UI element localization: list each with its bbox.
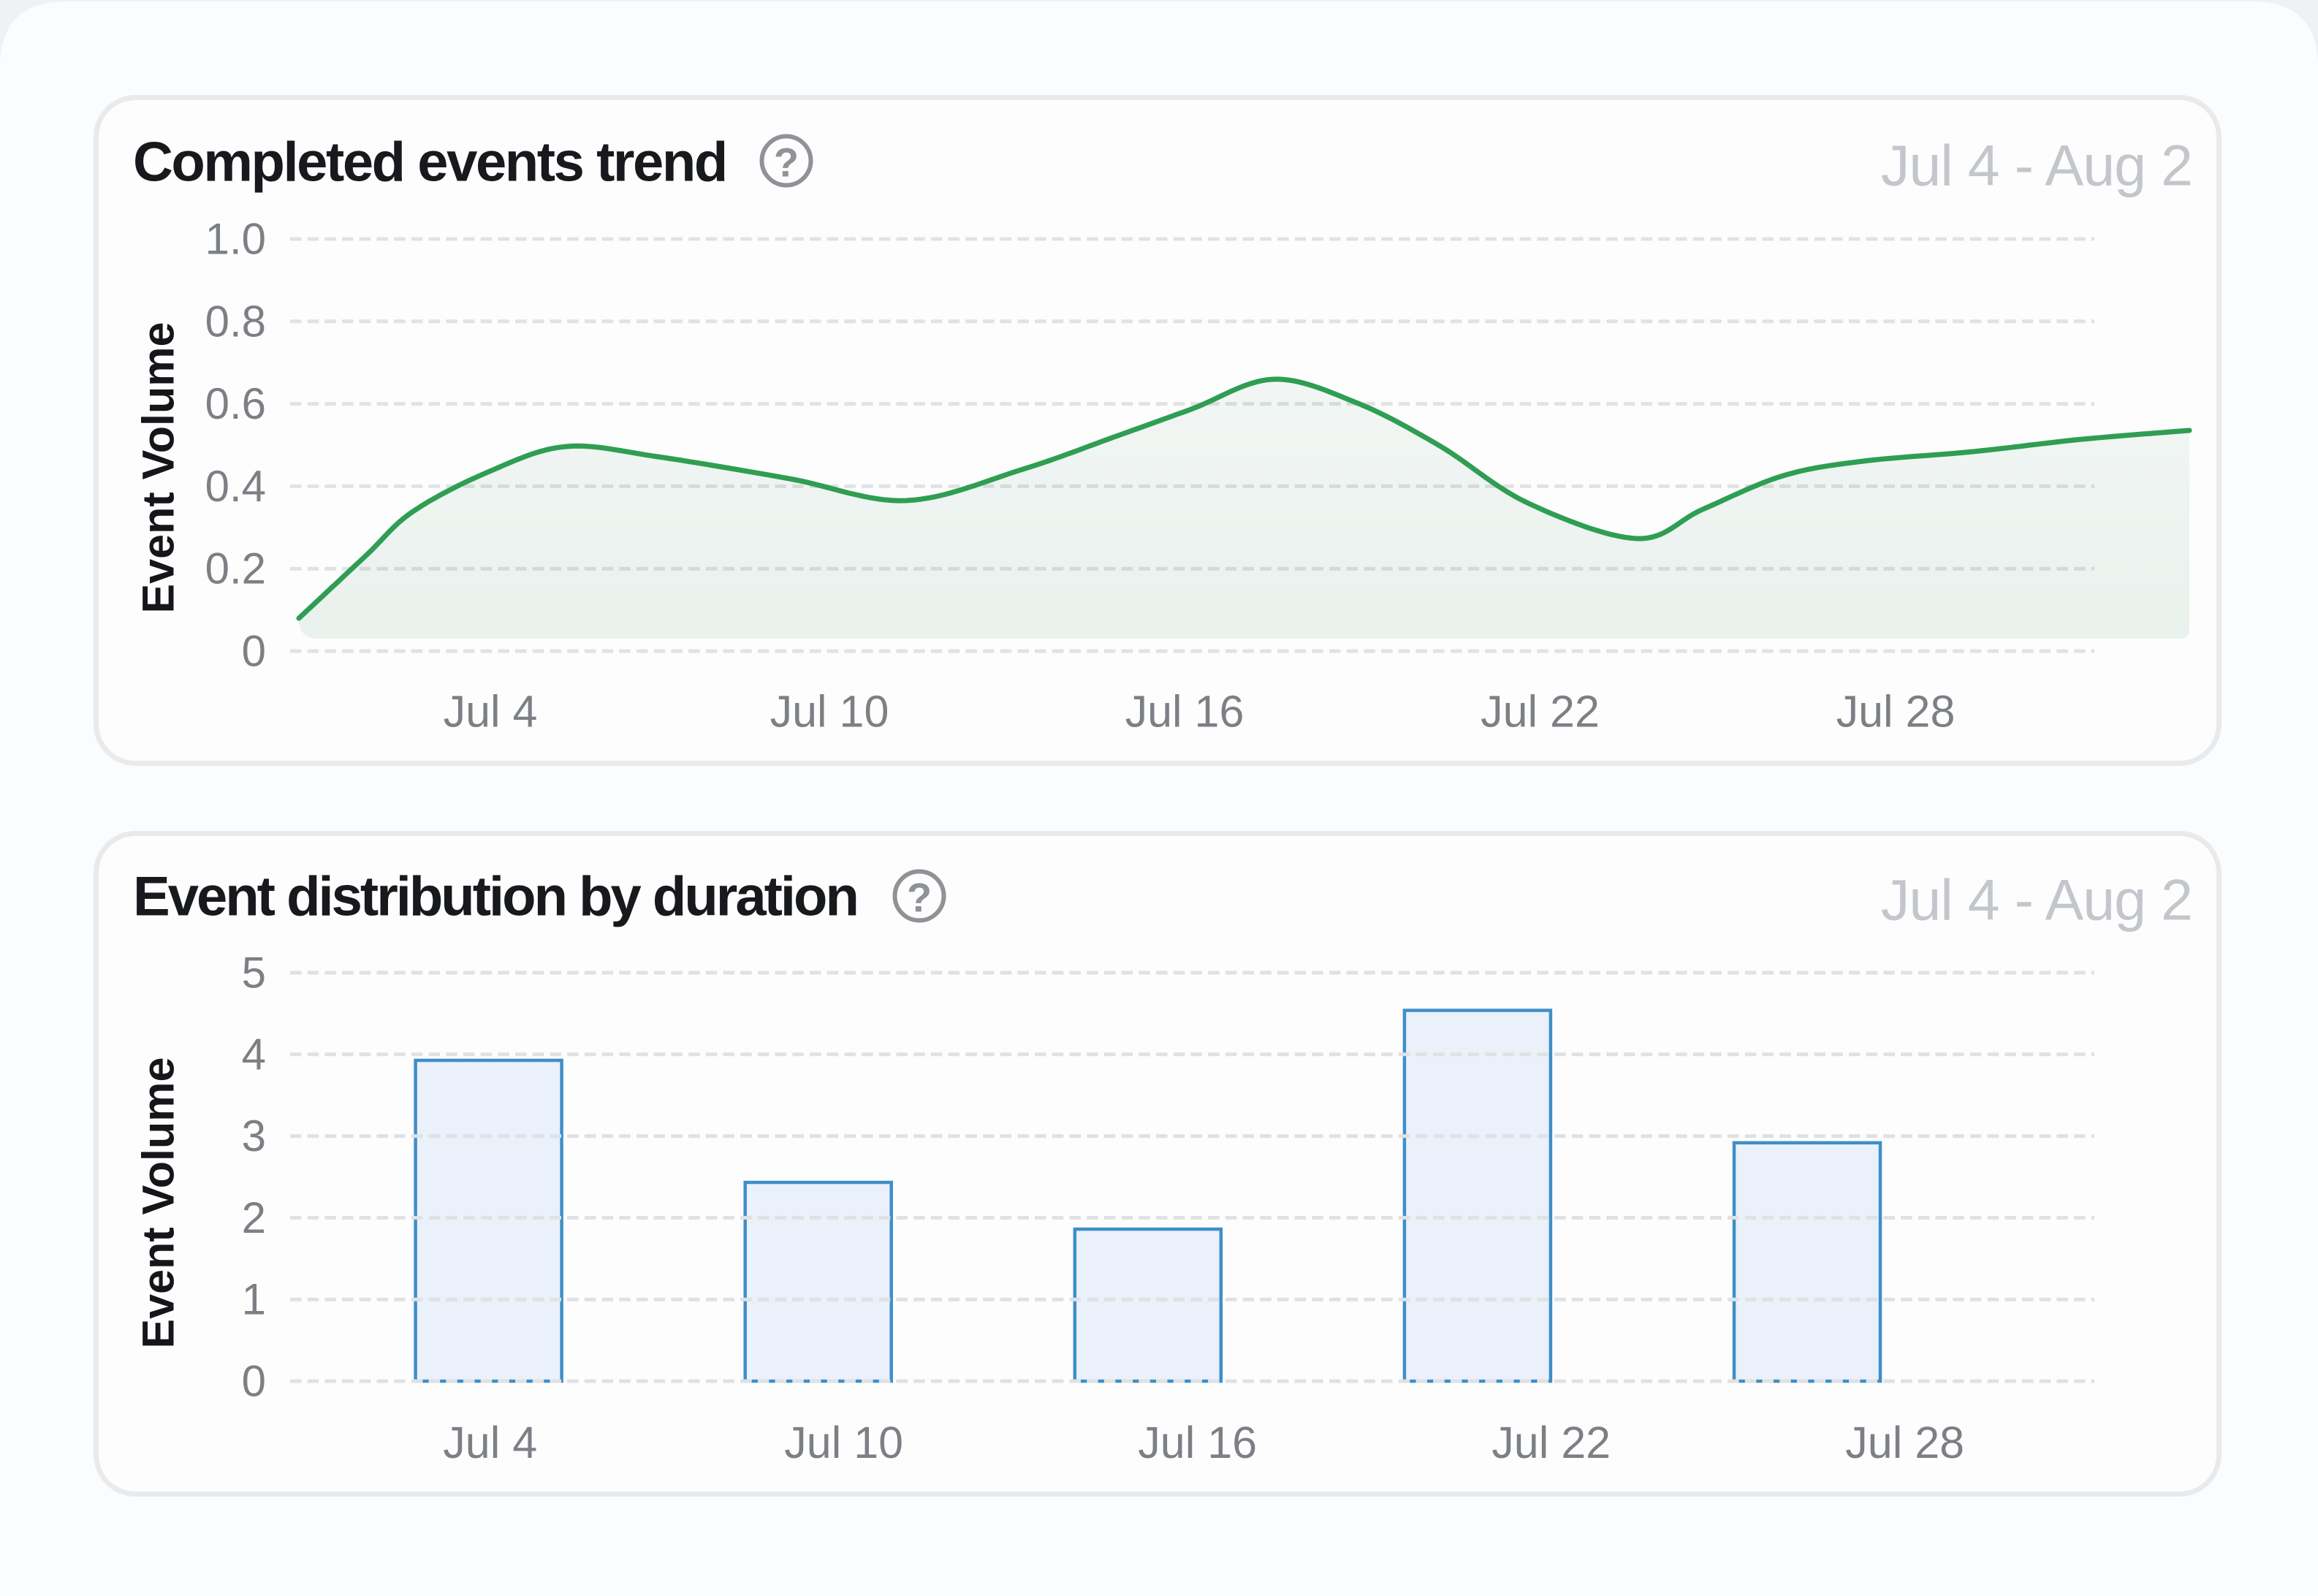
- svg-text:Jul 16: Jul 16: [1138, 1418, 1257, 1467]
- svg-text:Event distribution by duration: Event distribution by duration: [133, 865, 857, 927]
- svg-text:0.4: 0.4: [205, 462, 266, 511]
- svg-text:?: ?: [774, 140, 799, 186]
- svg-text:Jul 10: Jul 10: [770, 687, 889, 737]
- svg-text:0: 0: [242, 627, 266, 676]
- svg-text:?: ?: [907, 875, 932, 921]
- svg-text:Jul 22: Jul 22: [1481, 687, 1600, 737]
- svg-text:Jul 22: Jul 22: [1492, 1418, 1611, 1467]
- svg-text:Jul 4 - Aug 2: Jul 4 - Aug 2: [1881, 867, 2192, 932]
- svg-text:Jul 28: Jul 28: [1845, 1418, 1964, 1467]
- svg-text:Jul 10: Jul 10: [784, 1418, 903, 1467]
- svg-text:4: 4: [242, 1030, 266, 1079]
- svg-text:Jul 28: Jul 28: [1836, 687, 1956, 737]
- svg-text:Jul 4 - Aug 2: Jul 4 - Aug 2: [1881, 133, 2192, 198]
- svg-text:Event Volume: Event Volume: [134, 1057, 183, 1349]
- svg-text:Jul 4: Jul 4: [443, 1418, 537, 1467]
- svg-text:Completed events trend: Completed events trend: [133, 131, 726, 193]
- svg-text:Jul 4: Jul 4: [444, 687, 538, 737]
- svg-text:5: 5: [242, 949, 266, 997]
- svg-text:0.6: 0.6: [205, 379, 266, 428]
- svg-text:3: 3: [242, 1112, 266, 1160]
- svg-text:1.0: 1.0: [205, 215, 266, 264]
- svg-text:Jul 16: Jul 16: [1125, 687, 1244, 737]
- svg-text:1: 1: [242, 1275, 266, 1324]
- svg-text:Event Volume: Event Volume: [134, 322, 183, 614]
- svg-text:2: 2: [242, 1193, 266, 1242]
- svg-text:0: 0: [242, 1357, 266, 1406]
- svg-text:0.8: 0.8: [205, 297, 266, 346]
- svg-text:0.2: 0.2: [205, 544, 266, 593]
